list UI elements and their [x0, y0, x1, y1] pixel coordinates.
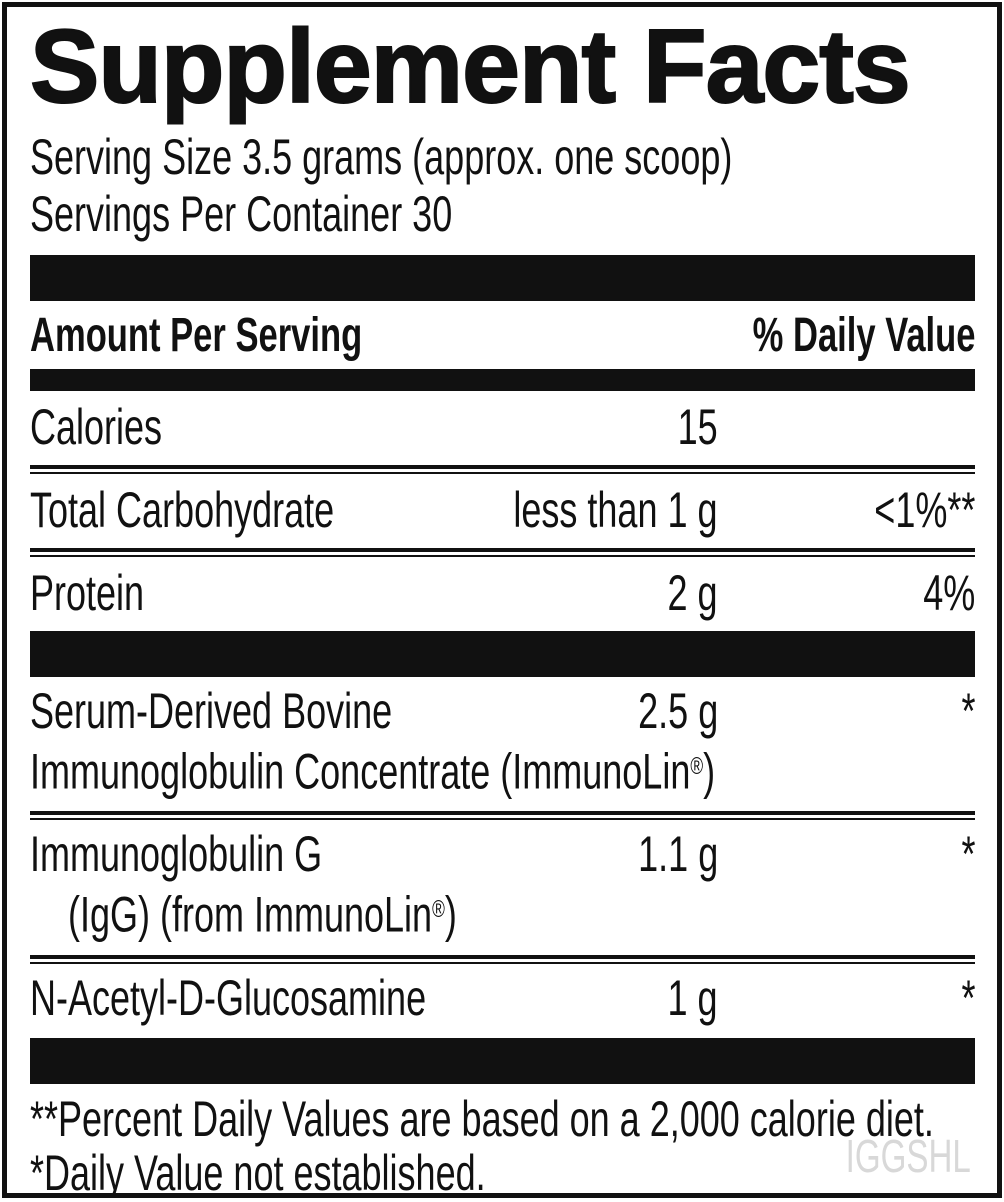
ingredient-name-text: N-Acetyl-D-Glucosamine — [30, 969, 427, 1026]
ingredient-amount-text: 1 g — [667, 969, 718, 1026]
serving-size-text: Serving Size 3.5 grams (approx. one scoo… — [30, 129, 733, 185]
servings-per-container-line: Servings Per Container 30 — [30, 186, 975, 243]
section-bar-bottom — [30, 1037, 975, 1084]
ingredient-name: N-Acetyl-D-Glucosamine — [30, 970, 426, 1026]
ingredient-amount: 2.5 g — [418, 683, 718, 739]
servings-per-container-text: Servings Per Container 30 — [30, 186, 453, 242]
ingredient-daily-value-text: * — [960, 826, 975, 883]
nutrient-daily-value-text: <1%** — [873, 482, 975, 538]
footnote-not-established: *Daily Value not established. — [30, 1144, 975, 1198]
nutrient-name-text: Total Carbohydrate — [30, 482, 335, 538]
nutrient-name-text: Calories — [30, 399, 163, 455]
nutrient-amount-text: less than 1 g — [513, 482, 718, 538]
row-line: N-Acetyl-D-Glucosamine 1 g * — [30, 970, 975, 1026]
footnote-not-established-text: *Daily Value not established. — [30, 1144, 486, 1198]
ingredient-amount: 1.1 g — [418, 826, 718, 882]
nutrient-amount-text: 15 — [677, 399, 718, 455]
row-line: Total Carbohydrate less than 1 g <1%** — [30, 482, 975, 538]
percent-daily-value-header: % Daily Value — [752, 309, 975, 362]
line2-post: ) — [444, 886, 457, 943]
ingredient-name: Serum-Derived Bovine — [30, 683, 418, 739]
ingredient-amount-text: 1.1 g — [637, 826, 718, 883]
ingredient-name-line2-text: (IgG) (from ImmunoLin®) — [68, 882, 457, 942]
ingredient-name-line2-text: Immunoglobulin Concentrate (ImmunoLin®) — [30, 739, 715, 799]
nutrient-name: Calories — [30, 399, 418, 455]
ingredient-name-line2: (IgG) (from ImmunoLin®) — [30, 882, 975, 942]
ingredient-amount: 1 g — [418, 970, 718, 1026]
row-n-acetyl-d-glucosamine: N-Acetyl-D-Glucosamine 1 g * — [30, 964, 975, 1038]
ingredient-daily-value: * — [718, 683, 975, 739]
row-calories: Calories 15 — [30, 391, 975, 465]
row-protein: Protein 2 g 4% — [30, 557, 975, 631]
ingredient-amount-text: 2.5 g — [637, 683, 718, 739]
nutrient-name-text: Protein — [30, 565, 145, 621]
table-header-row: Amount Per Serving % Daily Value — [30, 309, 975, 363]
amount-per-serving-header: Amount Per Serving — [30, 309, 363, 362]
nutrient-amount-text: 2 g — [667, 565, 718, 621]
nutrient-amount: 2 g — [418, 565, 718, 621]
nutrient-amount: 15 — [418, 399, 718, 455]
nutrient-name: Total Carbohydrate — [30, 482, 418, 538]
watermark: IGGSHL — [797, 1133, 971, 1179]
registered-trademark-symbol: ® — [432, 896, 445, 924]
row-line: Protein 2 g 4% — [30, 565, 975, 621]
row-serum-derived-bovine-immunoglobulin: Serum-Derived Bovine 2.5 g * Immunoglobu… — [30, 677, 975, 811]
footnote-percent-daily-value-text: **Percent Daily Values are based on a 2,… — [30, 1090, 934, 1147]
ingredient-daily-value-text: * — [960, 683, 975, 739]
panel-title: Supplement Facts — [29, 9, 912, 125]
ingredient-daily-value: * — [718, 826, 975, 882]
nutrient-daily-value-text: 4% — [922, 565, 975, 621]
nutrient-name: Protein — [30, 565, 418, 621]
ingredient-name-text: Immunoglobulin G — [30, 826, 323, 883]
ingredient-name: Immunoglobulin G — [30, 826, 418, 882]
line2-post: ) — [703, 743, 716, 800]
ingredient-name-line2: Immunoglobulin Concentrate (ImmunoLin®) — [30, 739, 975, 799]
ingredient-daily-value-text: * — [960, 969, 975, 1026]
row-line: Calories 15 — [30, 399, 975, 455]
row-divider — [30, 548, 975, 557]
row-total-carbohydrate: Total Carbohydrate less than 1 g <1%** — [30, 474, 975, 548]
row-divider — [30, 954, 975, 964]
line2-pre: (IgG) (from ImmunoLin — [68, 886, 433, 943]
ingredient-daily-value: * — [718, 970, 975, 1026]
nutrient-daily-value: 4% — [718, 565, 975, 621]
row-line: Serum-Derived Bovine 2.5 g * — [30, 683, 975, 739]
header-underline-bar — [30, 369, 975, 391]
nutrient-daily-value — [718, 399, 975, 455]
line2-pre: Immunoglobulin Concentrate (ImmunoLin — [30, 743, 691, 800]
watermark-text: IGGSHL — [845, 1130, 971, 1182]
section-bar-middle — [30, 631, 975, 677]
row-immunoglobulin-g: Immunoglobulin G 1.1 g * (IgG) (from Imm… — [30, 820, 975, 954]
row-line: Immunoglobulin G 1.1 g * — [30, 826, 975, 882]
serving-size-line: Serving Size 3.5 grams (approx. one scoo… — [30, 129, 975, 186]
ingredient-name-text: Serum-Derived Bovine — [30, 683, 393, 739]
nutrient-amount: less than 1 g — [418, 482, 718, 538]
row-divider — [30, 811, 975, 821]
registered-trademark-symbol: ® — [690, 753, 704, 780]
section-bar-top — [30, 255, 975, 301]
row-divider — [30, 465, 975, 474]
nutrient-daily-value: <1%** — [718, 482, 975, 538]
footnote-percent-daily-value: **Percent Daily Values are based on a 2,… — [30, 1092, 975, 1146]
